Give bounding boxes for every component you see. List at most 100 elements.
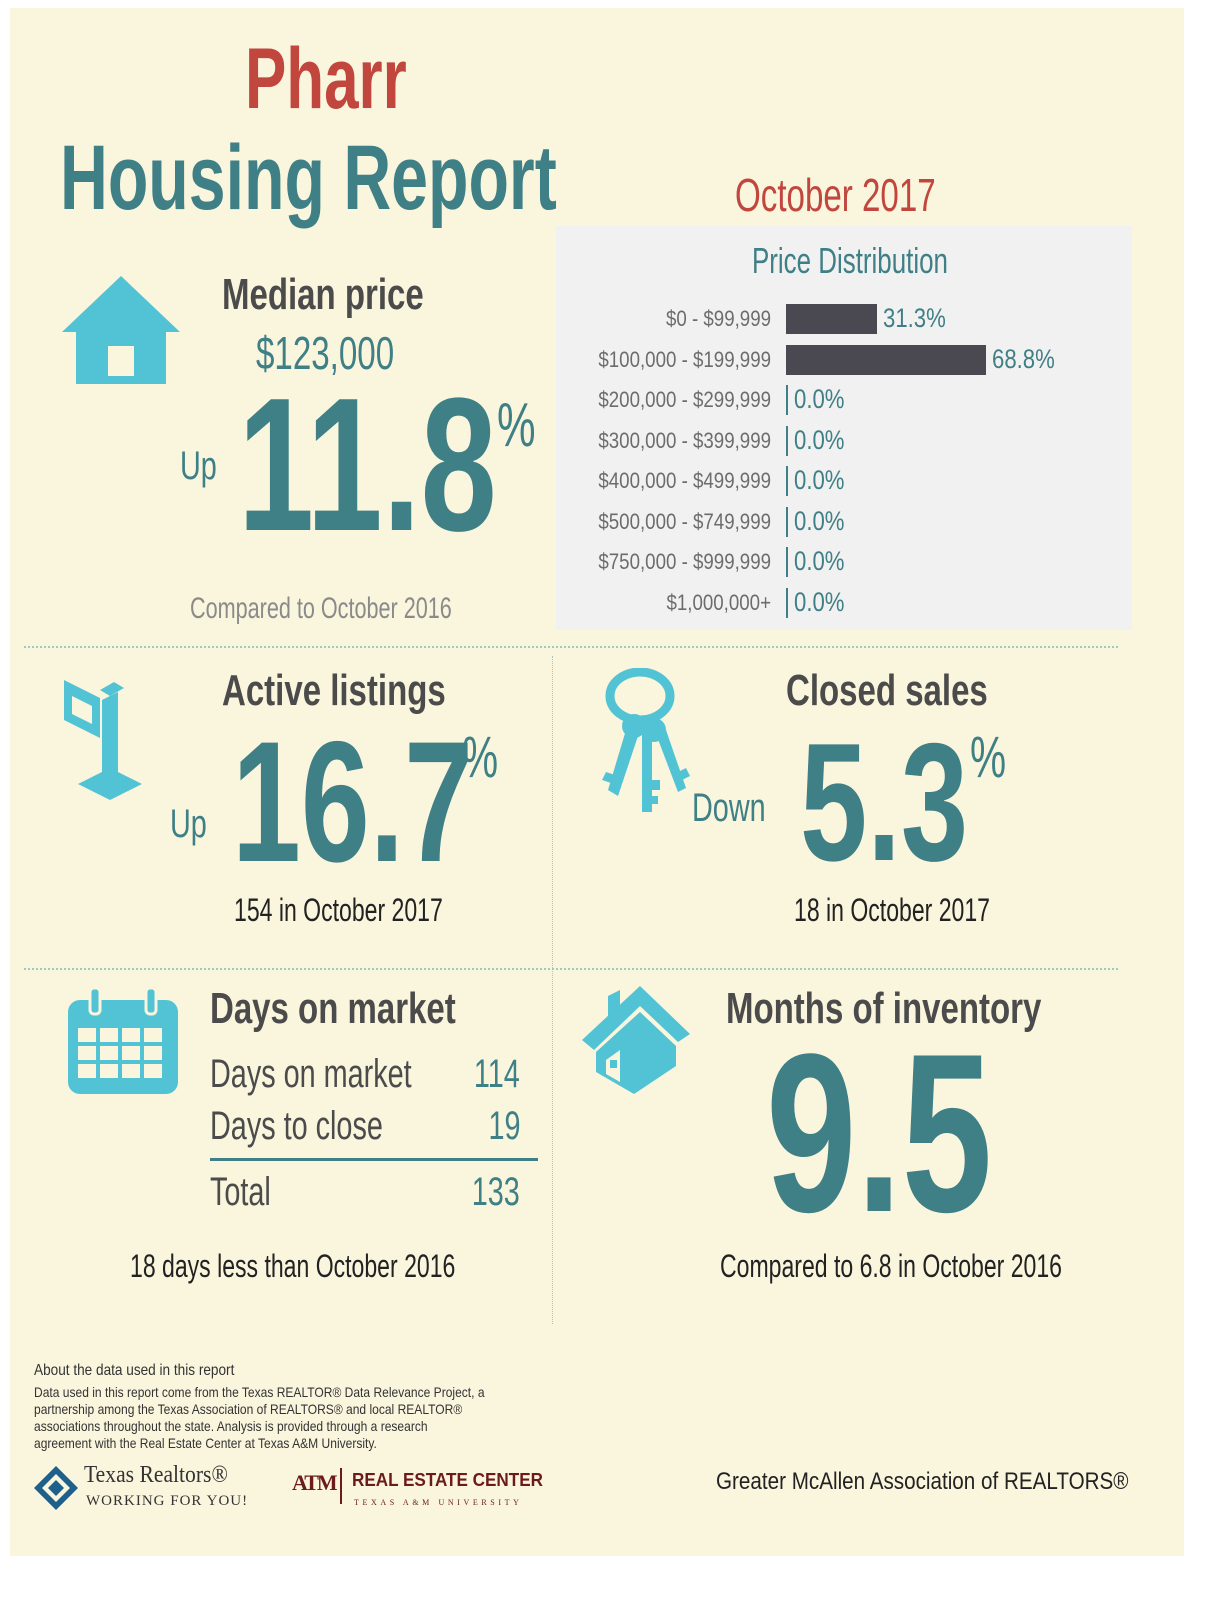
- price-bar-value: 0.0%: [794, 424, 845, 455]
- price-distribution-heading: Price Distribution: [752, 240, 948, 281]
- dom-row-value: 19: [487, 1104, 520, 1148]
- report-date-wrap: October 2017: [735, 168, 1014, 222]
- dom-row-2-value-wrap: 19: [450, 1104, 520, 1149]
- price-range-label: $0 - $99,999: [665, 306, 771, 331]
- active-detail-wrap: 154 in October 2017: [234, 892, 524, 929]
- about-line: agreement with the Real Estate Center at…: [34, 1435, 377, 1451]
- dom-heading-wrap: Days on market: [210, 984, 538, 1034]
- active-listings-detail: 154 in October 2017: [234, 892, 443, 928]
- closed-direction-wrap: Down: [692, 786, 794, 831]
- median-percent-wrap: 11.8: [238, 370, 597, 560]
- price-bar: [786, 344, 986, 375]
- about-line: Data used in this report come from the T…: [34, 1384, 485, 1400]
- active-percent-wrap: 16.7: [232, 716, 567, 888]
- closed-sales-direction: Down: [692, 786, 766, 830]
- dom-row-1-value-wrap: 114: [450, 1052, 520, 1097]
- house-icon: [62, 276, 180, 384]
- about-heading: About the data used in this report: [34, 1362, 235, 1379]
- median-compared-wrap: Compared to October 2016: [190, 592, 554, 626]
- divider-2: [24, 968, 1118, 970]
- price-dist-heading-wrap: Price Distribution: [752, 240, 1024, 282]
- divider-1: [24, 646, 1118, 648]
- price-bar: [786, 506, 788, 537]
- active-listings-direction: Up: [170, 802, 207, 846]
- texas-realtors-wordmark: Texas Realtors®: [84, 1462, 228, 1488]
- dom-total-rule: [210, 1158, 538, 1161]
- median-price: $123,000: [256, 327, 395, 379]
- about-line: associations throughout the state. Analy…: [34, 1418, 428, 1434]
- price-bar-value: 0.0%: [794, 546, 845, 576]
- closed-detail-wrap: 18 in October 2017: [794, 892, 1066, 929]
- dom-total-value-wrap: 133: [450, 1170, 520, 1215]
- texas-realtors-tagline-wrap: WORKING FOR YOU!: [86, 1492, 248, 1510]
- active-heading-wrap: Active listings: [222, 666, 520, 716]
- active-direction-wrap: Up: [170, 802, 221, 847]
- median-heading-wrap: Median price: [222, 270, 491, 320]
- price-range-label: $500,000 - $749,999: [598, 508, 771, 534]
- price-distribution-panel: Price Distribution $0 - $99,999 31.3% $100…: [556, 226, 1132, 630]
- rec-subtitle-wrap: TEXAS A&M UNIVERSITY: [354, 1492, 522, 1510]
- dom-row-value: 114: [474, 1052, 520, 1096]
- price-bar: [786, 385, 788, 415]
- median-percent-sign: %: [497, 391, 536, 460]
- dom-row-label: Days to close: [210, 1104, 383, 1148]
- active-listings-percent-sign: %: [462, 725, 499, 790]
- rec-logo-divider: [340, 1468, 342, 1504]
- atm-mark: ATM: [292, 1470, 338, 1495]
- association-name: Greater McAllen Association of REALTORS®: [716, 1468, 1129, 1495]
- closed-heading-wrap: Closed sales: [786, 666, 1055, 716]
- texas-am-logo-icon: ATM: [292, 1470, 338, 1504]
- closed-percent-wrap: 5.3: [800, 718, 1034, 886]
- report-date: October 2017: [735, 169, 936, 221]
- median-percent: 11.8: [238, 359, 497, 571]
- moi-heading-wrap: Months of inventory: [726, 984, 1146, 1034]
- closed-percent-sign-wrap: %: [970, 724, 1022, 791]
- price-bar-value: 0.0%: [794, 586, 845, 617]
- median-heading: Median price: [222, 270, 424, 319]
- closed-sales-heading: Closed sales: [786, 666, 988, 715]
- title-report-wrap: Housing Report: [60, 126, 750, 231]
- divider-vertical: [552, 656, 553, 1324]
- median-percent-sign-wrap: %: [497, 390, 552, 461]
- price-bar: [786, 466, 788, 496]
- median-price-wrap: $123,000: [256, 326, 448, 380]
- about-heading-wrap: About the data used in this report: [34, 1362, 270, 1380]
- about-text: Data used in this report come from the T…: [34, 1384, 594, 1452]
- about-line: partnership among the Texas Association …: [34, 1401, 463, 1417]
- texas-realtors-logo-icon: [34, 1466, 78, 1510]
- price-bar-value: 0.0%: [794, 384, 845, 414]
- months-inventory-detail: Compared to 6.8 in October 2016: [720, 1248, 1062, 1284]
- keys-icon: [602, 668, 690, 812]
- price-range-label: $750,000 - $999,999: [598, 549, 771, 574]
- price-bar: [786, 425, 788, 456]
- title-city-wrap: Pharr: [245, 30, 470, 129]
- dom-detail-wrap: 18 days less than October 2016: [130, 1248, 582, 1285]
- price-range-label: $200,000 - $299,999: [598, 387, 771, 412]
- median-compared: Compared to October 2016: [190, 592, 452, 625]
- dom-row-2-label-wrap: Days to close: [210, 1104, 450, 1149]
- price-range-label: $100,000 - $199,999: [598, 346, 771, 372]
- median-direction: Up: [180, 444, 217, 488]
- price-bar-value: 68.8%: [991, 343, 1055, 374]
- active-listings-percent: 16.7: [232, 706, 474, 898]
- texas-realtors-tagline: WORKING FOR YOU!: [86, 1493, 249, 1509]
- price-bar-value: 0.0%: [794, 505, 845, 536]
- title-city: Pharr: [245, 31, 407, 127]
- days-on-market-heading: Days on market: [210, 984, 456, 1033]
- active-listings-heading: Active listings: [222, 666, 446, 715]
- months-inventory-heading: Months of inventory: [726, 984, 1042, 1033]
- price-bar-value: 31.3%: [882, 303, 946, 333]
- closed-sales-percent: 5.3: [800, 708, 969, 896]
- dom-total-label-wrap: Total: [210, 1170, 295, 1215]
- dom-total-label: Total: [210, 1170, 271, 1214]
- moi-detail-wrap: Compared to 6.8 in October 2016: [720, 1248, 1195, 1285]
- active-percent-sign-wrap: %: [462, 724, 514, 791]
- title-report: Housing Report: [60, 127, 557, 229]
- closed-sales-percent-sign: %: [970, 725, 1007, 790]
- price-bar: [786, 304, 877, 334]
- months-inventory-value: 9.5: [766, 1006, 993, 1259]
- report-sheet: Pharr Housing Report October 2017 Median…: [10, 8, 1184, 1556]
- rec-wordmark-wrap: REAL ESTATE CENTER: [352, 1470, 553, 1491]
- moi-value-wrap: 9.5: [766, 1020, 1080, 1246]
- price-bar-value: 0.0%: [794, 465, 845, 495]
